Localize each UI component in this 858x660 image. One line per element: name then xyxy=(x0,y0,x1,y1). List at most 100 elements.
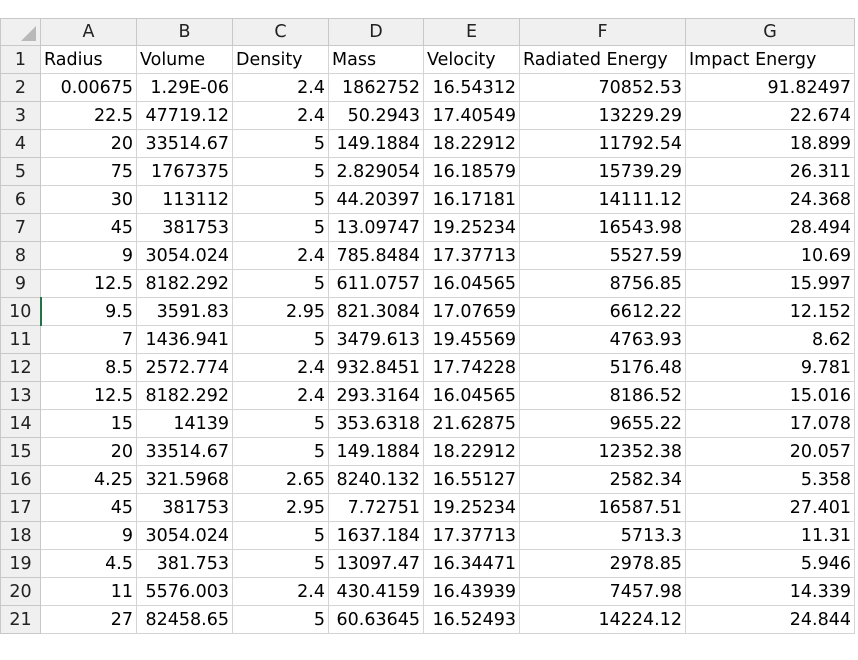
column-header-g[interactable]: G xyxy=(685,18,855,46)
cell-radius[interactable]: 12.5 xyxy=(40,269,137,298)
cell-radius[interactable]: 20 xyxy=(40,437,137,466)
cell-header-velocity[interactable]: Velocity xyxy=(423,45,520,74)
cell-mass[interactable]: 50.2943 xyxy=(328,101,424,130)
cell-volume[interactable]: 33514.67 xyxy=(136,437,233,466)
cell-radiated-energy[interactable]: 8756.85 xyxy=(519,269,686,298)
row-header[interactable]: 16 xyxy=(0,465,41,494)
cell-volume[interactable]: 5576.003 xyxy=(136,577,233,606)
cell-density[interactable]: 2.4 xyxy=(232,381,329,410)
cell-impact-energy[interactable]: 11.31 xyxy=(685,521,855,550)
cell-radius[interactable]: 9 xyxy=(40,521,137,550)
cell-volume[interactable]: 8182.292 xyxy=(136,381,233,410)
cell-radius[interactable]: 27 xyxy=(40,605,137,634)
cell-velocity[interactable]: 21.62875 xyxy=(423,409,520,438)
row-header[interactable]: 14 xyxy=(0,409,41,438)
cell-velocity[interactable]: 19.25234 xyxy=(423,493,520,522)
cell-density[interactable]: 5 xyxy=(232,605,329,634)
row-header[interactable]: 13 xyxy=(0,381,41,410)
cell-impact-energy[interactable]: 17.078 xyxy=(685,409,855,438)
cell-radiated-energy[interactable]: 5527.59 xyxy=(519,241,686,270)
cell-radiated-energy[interactable]: 12352.38 xyxy=(519,437,686,466)
cell-velocity[interactable]: 16.04565 xyxy=(423,381,520,410)
cell-velocity[interactable]: 18.22912 xyxy=(423,129,520,158)
row-header[interactable]: 19 xyxy=(0,549,41,578)
cell-density[interactable]: 2.4 xyxy=(232,101,329,130)
cell-volume[interactable]: 3591.83 xyxy=(136,297,233,326)
cell-mass[interactable]: 8240.132 xyxy=(328,465,424,494)
cell-mass[interactable]: 149.1884 xyxy=(328,437,424,466)
cell-radius[interactable]: 15 xyxy=(40,409,137,438)
cell-radiated-energy[interactable]: 70852.53 xyxy=(519,73,686,102)
cell-radius[interactable]: 75 xyxy=(40,157,137,186)
cell-volume[interactable]: 1767375 xyxy=(136,157,233,186)
cell-density[interactable]: 5 xyxy=(232,269,329,298)
cell-radius[interactable]: 4.25 xyxy=(40,465,137,494)
cell-mass[interactable]: 13097.47 xyxy=(328,549,424,578)
cell-density[interactable]: 5 xyxy=(232,185,329,214)
cell-density[interactable]: 2.4 xyxy=(232,73,329,102)
column-header-a[interactable]: A xyxy=(40,18,137,46)
cell-mass[interactable]: 353.6318 xyxy=(328,409,424,438)
cell-impact-energy[interactable]: 15.997 xyxy=(685,269,855,298)
cell-radiated-energy[interactable]: 14111.12 xyxy=(519,185,686,214)
column-header-c[interactable]: C xyxy=(232,18,329,46)
cell-radiated-energy[interactable]: 5176.48 xyxy=(519,353,686,382)
cell-radius[interactable]: 9.5 xyxy=(40,297,137,326)
cell-radius[interactable]: 4.5 xyxy=(40,549,137,578)
column-header-d[interactable]: D xyxy=(328,18,424,46)
column-header-e[interactable]: E xyxy=(423,18,520,46)
cell-velocity[interactable]: 16.43939 xyxy=(423,577,520,606)
row-header[interactable]: 6 xyxy=(0,185,41,214)
cell-radiated-energy[interactable]: 15739.29 xyxy=(519,157,686,186)
cell-header-density[interactable]: Density xyxy=(232,45,329,74)
cell-density[interactable]: 5 xyxy=(232,325,329,354)
cell-impact-energy[interactable]: 28.494 xyxy=(685,213,855,242)
cell-volume[interactable]: 381753 xyxy=(136,213,233,242)
cell-volume[interactable]: 321.5968 xyxy=(136,465,233,494)
cell-mass[interactable]: 2.829054 xyxy=(328,157,424,186)
cell-radius[interactable]: 0.00675 xyxy=(40,73,137,102)
cell-velocity[interactable]: 17.74228 xyxy=(423,353,520,382)
row-header[interactable]: 7 xyxy=(0,213,41,242)
cell-impact-energy[interactable]: 18.899 xyxy=(685,129,855,158)
cell-impact-energy[interactable]: 9.781 xyxy=(685,353,855,382)
cell-volume[interactable]: 381753 xyxy=(136,493,233,522)
cell-radiated-energy[interactable]: 4763.93 xyxy=(519,325,686,354)
cell-header-volume[interactable]: Volume xyxy=(136,45,233,74)
cell-density[interactable]: 2.65 xyxy=(232,465,329,494)
cell-mass[interactable]: 60.63645 xyxy=(328,605,424,634)
cell-velocity[interactable]: 19.45569 xyxy=(423,325,520,354)
row-header[interactable]: 17 xyxy=(0,493,41,522)
cell-volume[interactable]: 47719.12 xyxy=(136,101,233,130)
cell-impact-energy[interactable]: 26.311 xyxy=(685,157,855,186)
cell-impact-energy[interactable]: 8.62 xyxy=(685,325,855,354)
cell-radiated-energy[interactable]: 11792.54 xyxy=(519,129,686,158)
cell-mass[interactable]: 821.3084 xyxy=(328,297,424,326)
cell-impact-energy[interactable]: 24.844 xyxy=(685,605,855,634)
cell-density[interactable]: 2.95 xyxy=(232,493,329,522)
row-header[interactable]: 4 xyxy=(0,129,41,158)
cell-volume[interactable]: 33514.67 xyxy=(136,129,233,158)
cell-radius[interactable]: 8.5 xyxy=(40,353,137,382)
cell-velocity[interactable]: 16.55127 xyxy=(423,465,520,494)
cell-mass[interactable]: 611.0757 xyxy=(328,269,424,298)
row-header[interactable]: 1 xyxy=(0,45,41,74)
cell-velocity[interactable]: 17.37713 xyxy=(423,521,520,550)
cell-velocity[interactable]: 16.18579 xyxy=(423,157,520,186)
cell-radiated-energy[interactable]: 7457.98 xyxy=(519,577,686,606)
row-header[interactable]: 2 xyxy=(0,73,41,102)
cell-velocity[interactable]: 17.40549 xyxy=(423,101,520,130)
cell-radiated-energy[interactable]: 5713.3 xyxy=(519,521,686,550)
cell-impact-energy[interactable]: 10.69 xyxy=(685,241,855,270)
cell-radiated-energy[interactable]: 8186.52 xyxy=(519,381,686,410)
cell-velocity[interactable]: 17.07659 xyxy=(423,297,520,326)
cell-mass[interactable]: 932.8451 xyxy=(328,353,424,382)
cell-velocity[interactable]: 16.34471 xyxy=(423,549,520,578)
row-header[interactable]: 20 xyxy=(0,577,41,606)
cell-volume[interactable]: 1436.941 xyxy=(136,325,233,354)
cell-velocity[interactable]: 16.54312 xyxy=(423,73,520,102)
cell-impact-energy[interactable]: 24.368 xyxy=(685,185,855,214)
cell-velocity[interactable]: 16.04565 xyxy=(423,269,520,298)
cell-radius[interactable]: 7 xyxy=(40,325,137,354)
cell-density[interactable]: 2.4 xyxy=(232,241,329,270)
